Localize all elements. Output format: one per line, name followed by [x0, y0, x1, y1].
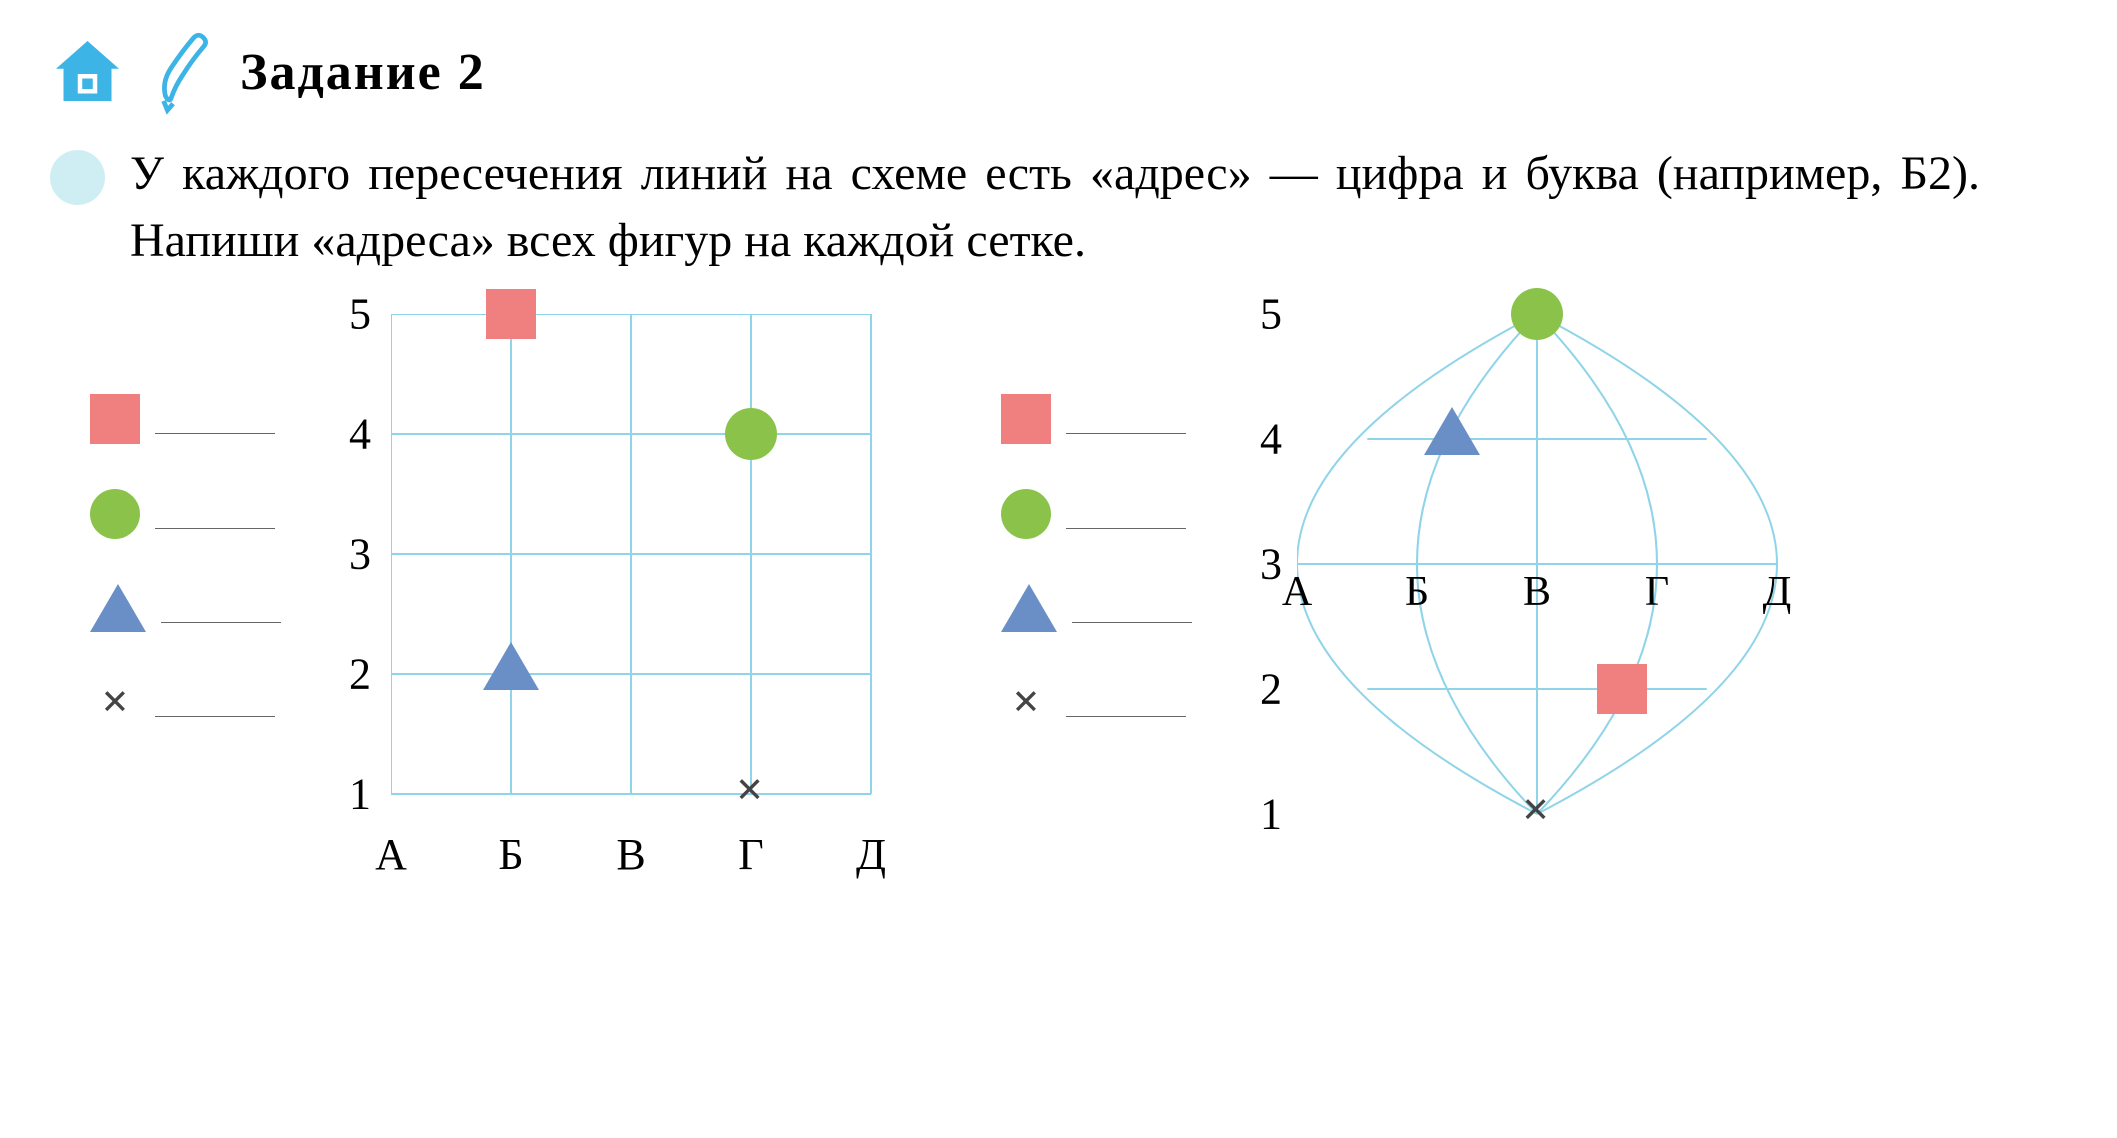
x-axis-labels: АБВГД	[391, 824, 871, 874]
square-icon	[90, 394, 140, 444]
circle-icon	[90, 489, 140, 539]
y-label: 4	[349, 409, 371, 460]
y-label: 1	[349, 769, 371, 820]
legend-circle	[90, 489, 281, 539]
y-label: 5	[349, 289, 371, 340]
globe-y-labels: 12345	[1242, 314, 1290, 814]
blank-line[interactable]	[1066, 499, 1186, 529]
house-icon	[50, 35, 125, 110]
x-label: Д	[856, 829, 886, 880]
instruction-block: У каждого пересечения линий на схеме ест…	[50, 140, 2067, 274]
legend-square	[90, 394, 281, 444]
globe-section-right: × 12345 АБВГД ×	[1001, 314, 1802, 874]
globe-x-label: А	[1282, 568, 1312, 616]
legend-square	[1001, 394, 1192, 444]
globe-x-label: Д	[1763, 568, 1792, 616]
header-row: Задание 2	[50, 30, 2067, 115]
y-axis-labels: 12345	[331, 314, 381, 814]
circle-marker	[1511, 288, 1563, 340]
blank-line[interactable]	[1072, 593, 1192, 623]
globe-x-label: Г	[1645, 568, 1669, 616]
globe-y-label: 4	[1260, 414, 1282, 465]
globe-y-label: 1	[1260, 789, 1282, 840]
legend-right: ×	[1001, 314, 1192, 874]
task-title: Задание 2	[240, 43, 486, 102]
triangle-marker	[1424, 407, 1480, 455]
grid-chart: 12345 АБВГД ×	[331, 314, 881, 874]
y-label: 3	[349, 529, 371, 580]
circle-icon	[1001, 489, 1051, 539]
triangle-marker	[483, 642, 539, 690]
charts-row: × 12345 АБВГД × ×	[90, 314, 2067, 874]
x-label: В	[616, 829, 645, 880]
globe-y-label: 3	[1260, 539, 1282, 590]
legend-left: ×	[90, 314, 281, 874]
grid-lines	[391, 314, 891, 814]
blank-line[interactable]	[1066, 404, 1186, 434]
grid-section-left: × 12345 АБВГД ×	[90, 314, 881, 874]
legend-triangle	[90, 584, 281, 632]
blank-line[interactable]	[161, 593, 281, 623]
x-marker: ×	[1522, 782, 1549, 837]
globe-x-label: В	[1523, 568, 1551, 616]
square-marker	[1597, 664, 1647, 714]
x-marker: ×	[736, 762, 763, 817]
legend-triangle	[1001, 584, 1192, 632]
globe-x-label: Б	[1405, 568, 1429, 616]
globe-chart: 12345 АБВГД ×	[1242, 314, 1802, 874]
instruction-text: У каждого пересечения линий на схеме ест…	[130, 140, 1980, 274]
blank-line[interactable]	[155, 499, 275, 529]
square-icon	[1001, 394, 1051, 444]
legend-x: ×	[1001, 677, 1192, 727]
legend-x: ×	[90, 677, 281, 727]
blank-line[interactable]	[155, 687, 275, 717]
blank-line[interactable]	[155, 404, 275, 434]
circle-marker	[725, 408, 777, 460]
x-label: Б	[498, 829, 523, 880]
triangle-icon	[90, 584, 146, 632]
x-icon: ×	[90, 677, 140, 727]
legend-circle	[1001, 489, 1192, 539]
blank-line[interactable]	[1066, 687, 1186, 717]
square-marker	[486, 289, 536, 339]
x-label: А	[375, 829, 407, 880]
bullet-icon	[50, 150, 105, 205]
pen-icon	[150, 30, 215, 115]
x-icon: ×	[1001, 677, 1051, 727]
globe-y-label: 2	[1260, 664, 1282, 715]
globe-y-label: 5	[1260, 289, 1282, 340]
x-label: Г	[738, 829, 763, 880]
triangle-icon	[1001, 584, 1057, 632]
y-label: 2	[349, 649, 371, 700]
